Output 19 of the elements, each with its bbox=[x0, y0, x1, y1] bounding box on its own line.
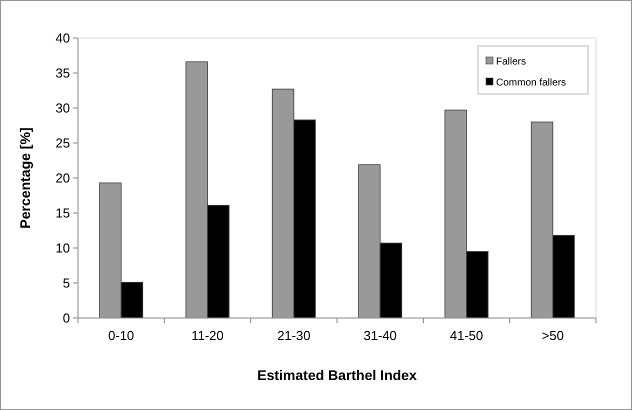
y-tick-label: 10 bbox=[56, 240, 70, 256]
legend-label: Common fallers bbox=[496, 78, 566, 88]
legend-label: Fallers bbox=[496, 56, 526, 68]
x-tick-label: >50 bbox=[542, 328, 564, 343]
y-tick-label: 15 bbox=[56, 206, 70, 221]
x-tick-label: 21-30 bbox=[277, 328, 310, 343]
y-tick-label: 20 bbox=[56, 170, 70, 186]
y-axis-title: Percentage [%] bbox=[17, 127, 33, 229]
y-tick-label: 5 bbox=[62, 276, 70, 291]
y-tick-label: 35 bbox=[56, 66, 70, 81]
x-tick-label: 41-50 bbox=[450, 328, 484, 343]
y-tick-label: 25 bbox=[56, 136, 70, 151]
y-tick-label: 0 bbox=[62, 310, 70, 326]
x-tick-label: 0-10 bbox=[108, 328, 134, 343]
y-tick-label: 40 bbox=[56, 30, 70, 46]
x-tick-label: 11-20 bbox=[191, 328, 224, 343]
x-tick-label: 31-40 bbox=[364, 328, 397, 343]
y-tick-label: 30 bbox=[56, 100, 70, 116]
x-axis-title: Estimated Barthel Index bbox=[257, 367, 417, 383]
